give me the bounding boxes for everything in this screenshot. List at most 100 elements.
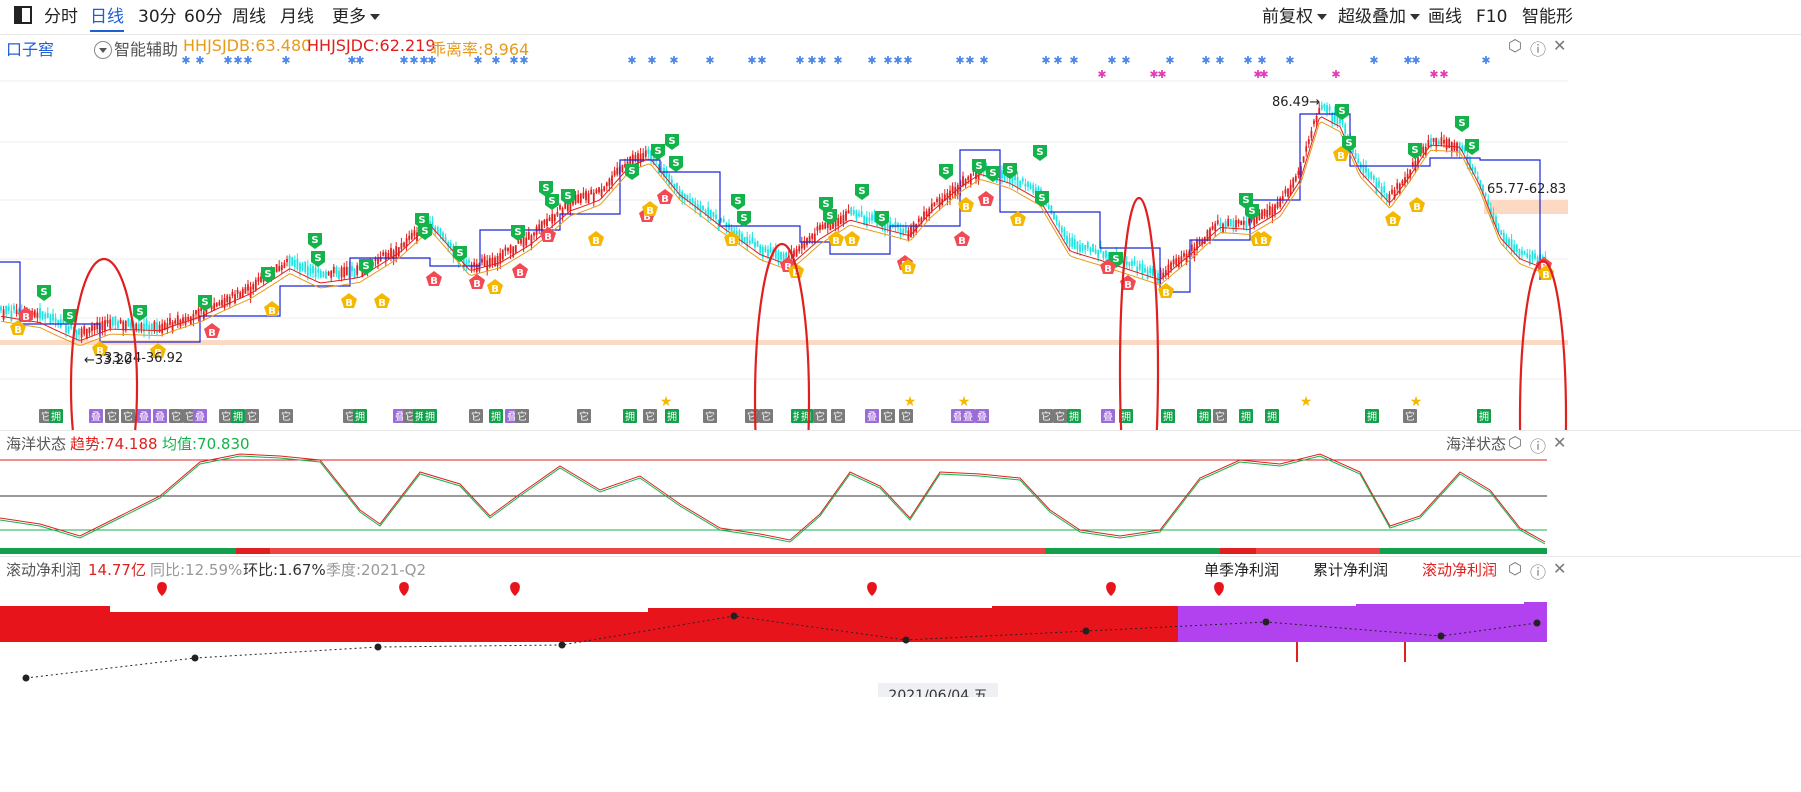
tab-cumulative-profit[interactable]: 累计净利润 <box>1313 561 1389 579</box>
buy-marker: B <box>1100 259 1116 275</box>
candle-body <box>374 257 377 261</box>
candle-body <box>1409 169 1412 178</box>
settings-icon[interactable]: ⬡ <box>1508 559 1522 578</box>
buy-text: B <box>1162 288 1170 299</box>
event-tag-box <box>975 409 989 423</box>
close-icon[interactable]: ✕ <box>1553 433 1567 452</box>
event-tag: 叠 <box>961 409 975 423</box>
sell-marker: S <box>669 156 683 172</box>
buy-marker: B <box>958 197 974 213</box>
candle-body <box>59 319 62 328</box>
candle-body <box>189 316 192 325</box>
candle-body <box>395 246 398 257</box>
pink-star: ✱ <box>1429 68 1438 81</box>
adjust-dropdown[interactable]: 前复权 <box>1262 0 1327 34</box>
close-icon[interactable]: ✕ <box>1553 559 1567 578</box>
help-icon[interactable]: ⓘ <box>1530 40 1547 59</box>
candle-body <box>798 246 801 252</box>
close-icon[interactable]: ✕ <box>1553 36 1567 55</box>
tab-more[interactable]: 更多 <box>332 0 380 34</box>
candle-body <box>1216 220 1219 224</box>
candle-body <box>696 204 699 211</box>
blue-star: ✱ <box>233 54 242 67</box>
candle-body <box>335 266 338 275</box>
candle-body <box>1422 146 1425 153</box>
help-icon[interactable]: ⓘ <box>1530 563 1547 582</box>
candle-body <box>444 237 447 243</box>
candle-body <box>962 176 964 186</box>
blue-star: ✱ <box>807 54 816 67</box>
blue-star: ✱ <box>223 54 232 67</box>
pink-star: ✱ <box>1253 68 1262 81</box>
profit-chart <box>0 582 1547 682</box>
tab-weekly[interactable]: 周线 <box>232 7 266 27</box>
candle-body <box>715 214 717 219</box>
buy-shape <box>1158 283 1174 298</box>
candle-body <box>603 186 606 191</box>
profit-qoq: 环比:1.67% <box>243 561 326 579</box>
candle-body <box>1229 219 1232 227</box>
candle-body <box>1086 242 1089 249</box>
tab-60min[interactable]: 60分 <box>184 7 223 27</box>
candle-body <box>2 309 5 320</box>
candle-body <box>613 170 616 176</box>
candle-body <box>410 232 413 240</box>
candle-body <box>738 230 741 240</box>
candle-body <box>80 328 83 338</box>
event-tag-box <box>1053 409 1067 423</box>
event-tags: 它拥叠它它叠叠它它叠它拥它它它拥叠它拥拥它拥叠它它拥它拥它它它拥拥它它叠它它叠叠… <box>39 409 1491 423</box>
event-tag-box <box>219 409 233 423</box>
candle-body <box>943 194 946 201</box>
candle-body <box>764 246 767 252</box>
candle-body <box>1482 184 1484 195</box>
settings-icon[interactable]: ⬡ <box>1508 36 1522 55</box>
settings-icon[interactable]: ⬡ <box>1508 433 1522 452</box>
candle-body <box>884 222 886 232</box>
candle-body <box>1294 175 1297 182</box>
buy-marker: B <box>341 293 357 309</box>
buy-shape <box>469 274 485 289</box>
candle-body <box>1354 152 1357 159</box>
sell-text: S <box>1411 145 1418 156</box>
candle-body <box>681 191 684 200</box>
candle-body <box>1305 146 1308 152</box>
event-tag-label: 拥 <box>51 410 61 423</box>
tab-quarterly-profit[interactable]: 单季净利润 <box>1204 561 1280 579</box>
f10-button[interactable]: F10 <box>1476 7 1508 27</box>
sell-shape <box>625 164 639 180</box>
candle-body <box>10 310 13 321</box>
tab-daily[interactable]: 日线 <box>90 0 124 32</box>
candle-body <box>296 258 299 270</box>
event-tag: 它 <box>105 409 119 423</box>
ocean-state-bar <box>1045 548 1220 554</box>
candle-body <box>1102 251 1105 258</box>
blue-star: ✱ <box>903 54 912 67</box>
layout-toggle-icon[interactable] <box>14 6 32 24</box>
smart-shape-button[interactable]: 智能形 <box>1522 7 1573 27</box>
blue-star: ✱ <box>427 54 436 67</box>
candle-body <box>231 291 234 296</box>
tab-minute[interactable]: 分时 <box>44 7 78 27</box>
candle-body <box>720 218 723 222</box>
candle-body <box>1398 183 1401 194</box>
expand-down-icon[interactable] <box>94 41 112 59</box>
tab-rolling-profit[interactable]: 滚动净利润 <box>1422 561 1498 579</box>
kline-chart[interactable]: ✱ ✱ ✱ ✱ ✱ ✱ ✱✱ ✱ ✱ ✱✱ ✱ ✱ ✱ ✱ ✱ ✱ ✱ ✱ ✱ ✱ ✱ ✱ ✱ ✱ ✱ ✱ ✱ ✱ ✱ ✱ ✱ ✱ ✱ ✱ ✱ ✱ ✱ ✱… <box>0 54 1568 430</box>
tab-monthly[interactable]: 月线 <box>280 7 314 27</box>
candle-body <box>819 224 821 230</box>
candle-body <box>1253 218 1256 226</box>
candle-body <box>213 303 216 311</box>
event-tag-box <box>515 409 529 423</box>
candle-body <box>730 227 733 233</box>
tab-30min[interactable]: 30分 <box>138 7 177 27</box>
help-icon[interactable]: ⓘ <box>1530 437 1547 456</box>
sell-text: S <box>66 311 73 322</box>
draw-line-button[interactable]: 画线 <box>1428 7 1462 27</box>
candle-body <box>928 208 931 217</box>
stock-name[interactable]: 口子窖 <box>6 40 55 59</box>
overlay-dropdown[interactable]: 超级叠加 <box>1338 0 1420 34</box>
candle-body <box>1089 247 1092 253</box>
event-tag: 拥 <box>1161 409 1175 423</box>
buy-text: B <box>784 262 792 273</box>
candle-body <box>665 169 668 177</box>
